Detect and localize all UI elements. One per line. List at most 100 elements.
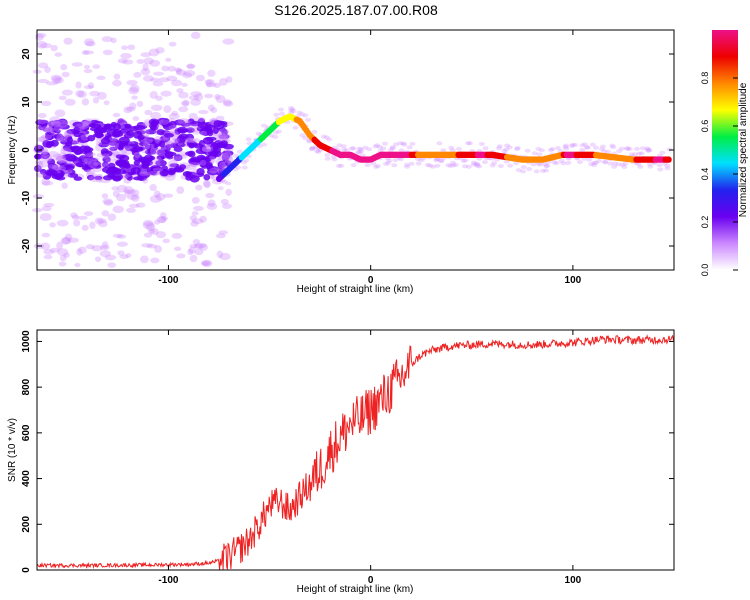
spectrogram-cell [145, 223, 156, 231]
spectrogram-cell [33, 144, 44, 153]
spectrogram-cell [569, 142, 576, 147]
spectrogram-cell [150, 257, 160, 264]
spectrogram-cell [149, 77, 160, 82]
spectrogram-cell [92, 164, 102, 169]
spectrogram-cell [214, 93, 221, 100]
spectrogram-cell [122, 59, 134, 65]
spectrogram-cell [607, 161, 614, 166]
spectrogram-cell [85, 244, 95, 250]
spectrogram-cell [130, 146, 139, 153]
spectrogram-cell [141, 138, 153, 144]
spectrogram-cell [101, 36, 113, 43]
spectrogram-cell [93, 161, 100, 166]
spectrogram-cell [182, 99, 190, 107]
spectrogram-cell [203, 181, 211, 189]
spectrogram-cell [199, 215, 207, 223]
spectrogram-cell [83, 211, 94, 216]
spectrogram-cell [57, 118, 68, 127]
spectrogram-cell [380, 146, 387, 151]
spectrogram-cell [356, 146, 363, 151]
spectrogram-cell [215, 115, 225, 122]
spectrogram-cell [189, 254, 198, 263]
spectrogram-cell [110, 173, 123, 181]
spectrogram-cell [382, 141, 389, 146]
colorbar-tick-label: 0.2 [700, 216, 710, 229]
spectrogram-cell [163, 193, 174, 198]
spectrogram-cell [622, 161, 629, 166]
spectrogram-cell [666, 147, 673, 152]
spectrogram-cell [349, 146, 356, 151]
spectrogram-cell [176, 135, 186, 143]
spectrogram-cell [474, 163, 481, 168]
spectrogram-cell [56, 134, 64, 142]
spectrogram-cell [645, 147, 652, 152]
spectrogram-cell [49, 247, 60, 253]
spectrogram-cell [197, 121, 209, 129]
spectrogram-cell [168, 113, 180, 120]
spectrogram-cell [426, 163, 433, 168]
spectrogram-cell [45, 131, 52, 137]
spectrogram-cell [624, 146, 631, 151]
spectrogram-cell [637, 164, 644, 169]
spectrogram-cell [537, 162, 544, 167]
spectrogram-cell [217, 160, 227, 168]
spectrogram-cell [65, 163, 76, 169]
spectrogram-cell [209, 167, 220, 174]
spectrogram-cell [133, 71, 142, 78]
spectrogram-cell [273, 112, 280, 117]
spectrogram-cell [178, 106, 189, 113]
spectrogram-cell [105, 158, 118, 163]
spectrogram-cell [190, 220, 199, 227]
spectrogram-cell [236, 149, 243, 154]
spectrogram-cell [596, 158, 603, 163]
spectrogram-cell [143, 57, 154, 65]
spectrogram-cell [173, 137, 180, 143]
spectrogram-cell [155, 159, 167, 167]
spectrogram-cell [146, 137, 156, 145]
spectrogram-cell [118, 123, 131, 130]
spectrogram-cell [101, 241, 109, 249]
spectrogram-cell [122, 145, 134, 150]
spectrogram-cell [644, 146, 651, 151]
spectrogram-cell [35, 32, 47, 38]
spectrogram-x-tick-label: 100 [565, 275, 582, 286]
spectrogram-cell [150, 111, 162, 120]
spectrogram-cell [218, 134, 230, 140]
spectrogram-cell [335, 163, 342, 168]
spectrogram-cell [553, 161, 560, 166]
spectrogram-cell [76, 248, 83, 256]
spectrogram-x-axis-title: Height of straight line (km) [297, 284, 414, 295]
spectrogram-cell [212, 126, 219, 134]
spectrogram-cell [46, 120, 55, 128]
spectrogram-cell [392, 158, 399, 163]
spectrogram-cell [176, 69, 186, 76]
spectrogram-cell [222, 100, 234, 107]
spectrogram-cell [591, 163, 598, 168]
spectrogram-cell [100, 137, 111, 145]
spectrogram-cell [155, 156, 162, 162]
spectrogram-cell [201, 145, 214, 153]
spectrogram-cell [324, 152, 331, 157]
spectrogram-cell [149, 91, 158, 99]
spectrogram-cell [584, 145, 591, 150]
spectrogram-cell [81, 224, 89, 231]
spectrogram-cell [185, 133, 194, 141]
spectrogram-cell [89, 175, 101, 183]
spectrogram-cell [79, 145, 88, 153]
spectrogram-cell [530, 162, 537, 167]
spectrogram-cell [161, 65, 169, 72]
spectrogram-cell [43, 254, 53, 260]
spectrogram-cell [204, 79, 215, 85]
spectrogram-cell [97, 218, 107, 224]
spectrogram-cell [616, 149, 623, 154]
spectrogram-cell [92, 96, 100, 104]
spectrogram-cell [560, 161, 567, 166]
spectrogram-cell [177, 126, 188, 134]
spectrogram-cell [101, 193, 109, 199]
spectrogram-cell [70, 146, 82, 152]
spectrogram-cell [429, 164, 436, 169]
spectrogram-cell [296, 110, 303, 115]
spectrogram-cell [132, 116, 140, 122]
spectrogram-cell [207, 104, 215, 112]
spectrogram-cell [524, 148, 531, 153]
